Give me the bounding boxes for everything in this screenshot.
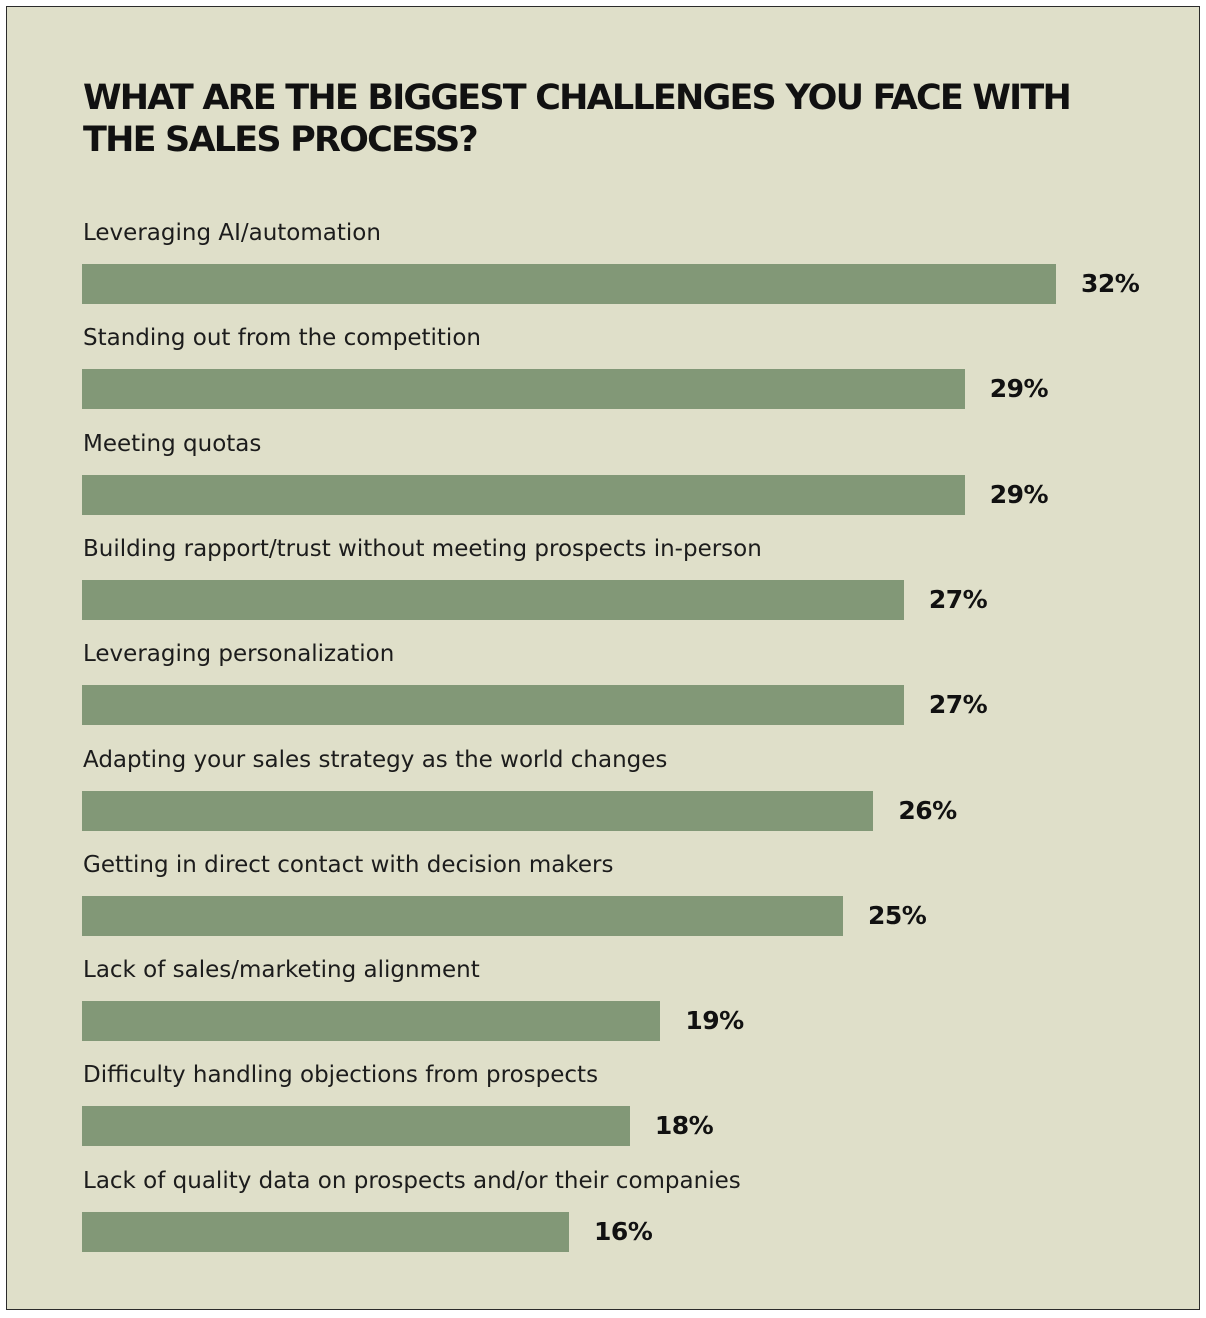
category-label: Standing out from the competition (83, 325, 481, 352)
value-label: 29% (989, 479, 1049, 509)
bar (82, 685, 904, 726)
value-label: 19% (685, 1006, 744, 1036)
category-label: Lack of quality data on prospects and/or… (83, 1167, 741, 1194)
bar-chart: Leveraging AI/automation 32% Standing out … (7, 7, 1201, 1311)
category-label: Getting in direct contact with decision … (83, 851, 614, 878)
category-label: Difficulty handling objections from pros… (83, 1062, 599, 1089)
value-label: 32% (1081, 269, 1140, 298)
category-label: Leveraging AI/automation (83, 220, 381, 246)
category-label: Adapting your sales strategy as the worl… (83, 746, 668, 773)
value-label: 27% (928, 690, 988, 720)
value-label: 26% (898, 795, 957, 825)
bar (82, 474, 965, 515)
chart-title: WHAT ARE THE BIGGEST CHALLENGES YOU FACE… (83, 78, 1072, 160)
bar (82, 369, 965, 410)
bar (82, 895, 843, 936)
category-label: Leveraging personalization (83, 641, 395, 668)
value-label: 16% (594, 1216, 653, 1246)
bar (82, 1106, 630, 1147)
category-label: Meeting quotas (83, 430, 262, 457)
value-label: 18% (654, 1111, 714, 1141)
category-label: Building rapport/trust without meeting p… (83, 535, 762, 562)
category-label: Lack of sales/marketing alignment (83, 957, 480, 984)
value-label: 29% (989, 374, 1049, 404)
value-label: 25% (867, 900, 927, 930)
bar (82, 1001, 661, 1042)
chart-panel: WHAT ARE THE BIGGEST CHALLENGES YOU FACE… (6, 6, 1200, 1310)
bar (82, 579, 904, 620)
bar (82, 790, 874, 831)
value-label: 27% (928, 584, 988, 614)
bar (82, 1211, 569, 1252)
bar (82, 264, 1056, 304)
